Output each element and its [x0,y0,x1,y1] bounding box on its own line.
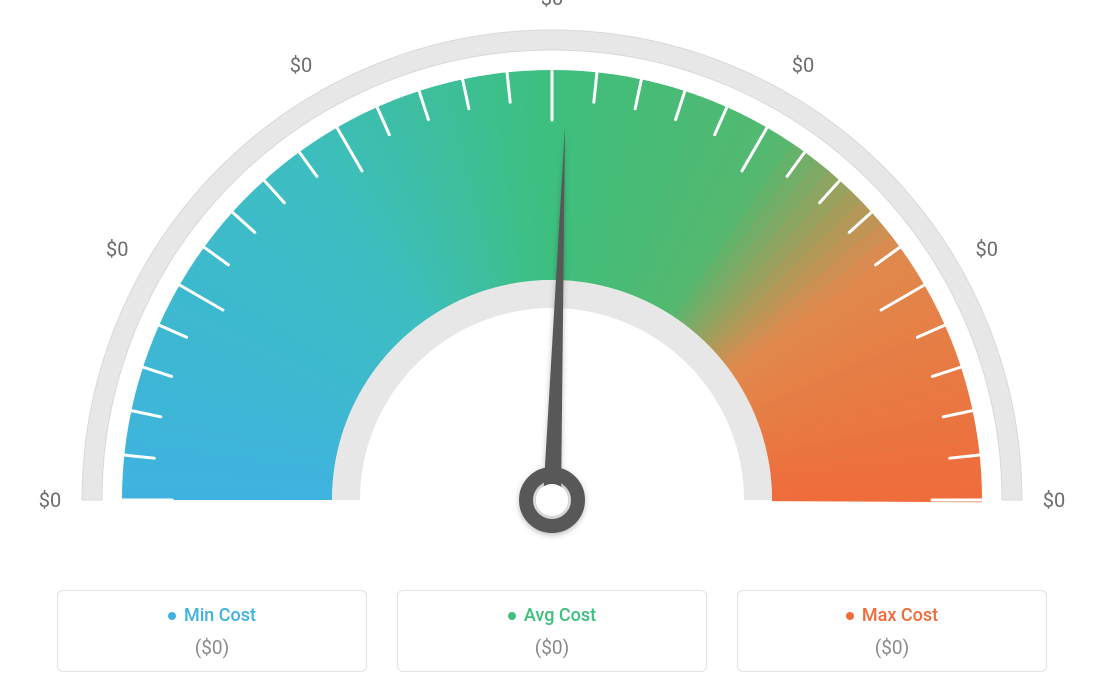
gauge-tick-label: $0 [1043,488,1065,512]
gauge-chart: $0 $0 $0 $0 $0 $0 $0 [0,0,1104,560]
legend-title-max: Max Cost [846,605,938,626]
legend-label-max: Max Cost [862,605,938,626]
legend-dot-min [168,612,176,620]
legend-title-avg: Avg Cost [508,605,596,626]
gauge-tick-label: $0 [290,53,312,77]
gauge-tick-label: $0 [975,237,997,261]
legend-box-max: Max Cost ($0) [737,590,1047,673]
legend-label-avg: Avg Cost [524,605,596,626]
legend-title-min: Min Cost [168,605,256,626]
gauge-tick-label: $0 [541,0,563,10]
gauge-tick-label: $0 [39,488,61,512]
gauge-tick-label: $0 [792,53,814,77]
legend-value-max: ($0) [748,636,1036,659]
legend-value-avg: ($0) [408,636,696,659]
legend-label-min: Min Cost [184,605,256,626]
legend-row: Min Cost ($0) Avg Cost ($0) Max Cost ($0) [0,590,1104,673]
legend-dot-avg [508,612,516,620]
legend-box-avg: Avg Cost ($0) [397,590,707,673]
legend-dot-max [846,612,854,620]
gauge-svg [0,0,1104,560]
legend-value-min: ($0) [68,636,356,659]
gauge-tick-label: $0 [106,237,128,261]
legend-box-min: Min Cost ($0) [57,590,367,673]
